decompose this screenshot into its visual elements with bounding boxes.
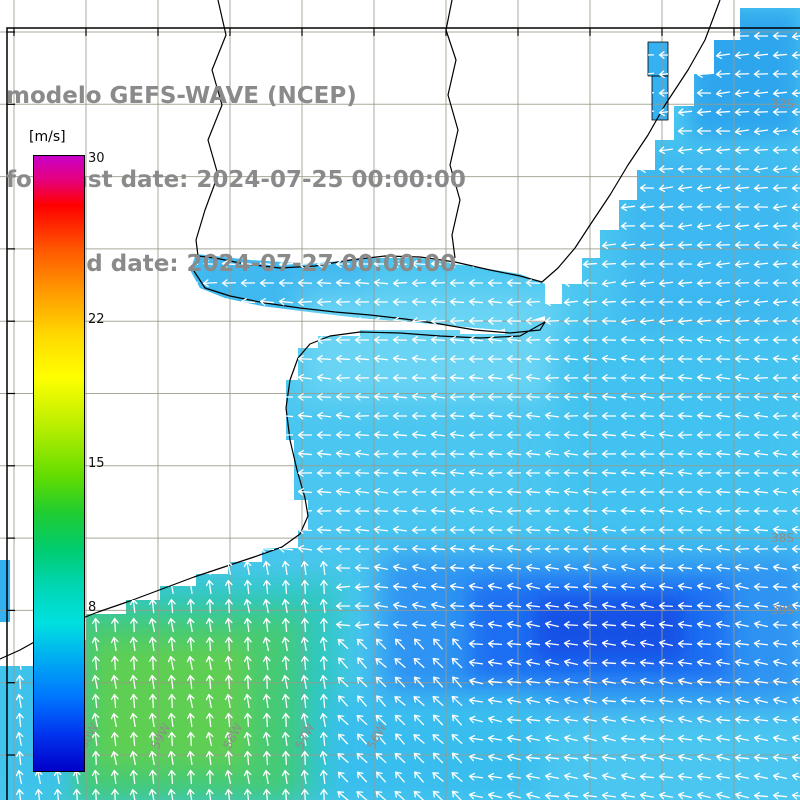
coastline (0, 0, 721, 660)
colorbar-tick-15: 15 (88, 456, 105, 471)
colorbar-unit-label: [m/s] (27, 129, 68, 145)
forecast-date: forecast date: 2024-07-25 00:00:00 (6, 167, 466, 193)
lat-label: 39S (771, 603, 794, 617)
plot-title: modelo GEFS-WAVE (NCEP) forecast date: 2… (6, 26, 466, 334)
colorbar-tick-8: 8 (88, 600, 97, 615)
coastline-path (445, 0, 461, 259)
lat-label: 32S (771, 97, 794, 111)
coastline-path (0, 267, 546, 660)
colorbar (33, 155, 85, 772)
lat-label: 38S (771, 531, 794, 545)
colorbar-tick-30: 30 (88, 151, 105, 166)
colorbar-tick-22: 22 (88, 312, 105, 327)
map-frame (6, 27, 800, 800)
model-name: modelo GEFS-WAVE (NCEP) (6, 83, 357, 109)
coastline-path (195, 0, 227, 257)
